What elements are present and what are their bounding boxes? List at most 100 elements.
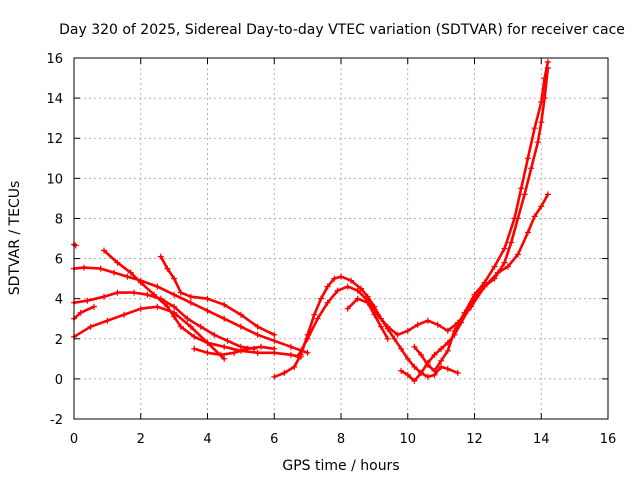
data-point: [137, 305, 144, 312]
data-point: [144, 291, 151, 298]
data-point: [291, 363, 298, 370]
data-point: [541, 75, 548, 82]
data-point: [271, 373, 278, 380]
series-line-track-c: [72, 291, 256, 351]
data-point: [171, 291, 178, 298]
data-point: [438, 363, 445, 370]
data-point: [544, 191, 551, 198]
data-point: [171, 303, 178, 310]
data-point: [334, 287, 341, 294]
data-point: [204, 349, 211, 356]
data-point: [531, 213, 538, 220]
data-point: [344, 283, 351, 290]
y-tick-label: 2: [55, 333, 63, 348]
data-point: [281, 369, 288, 376]
data-point: [354, 295, 361, 302]
data-point: [157, 253, 164, 260]
data-point: [461, 309, 468, 316]
series-line-track-j: [296, 193, 550, 359]
data-point: [411, 363, 418, 370]
data-point: [358, 285, 364, 292]
data-point: [444, 347, 451, 354]
data-point: [304, 335, 311, 342]
data-point: [394, 331, 401, 338]
data-point: [127, 269, 134, 276]
data-point: [177, 289, 184, 296]
data-point: [304, 349, 311, 356]
x-tick-label: 0: [70, 432, 78, 447]
data-point: [287, 343, 294, 350]
data-point: [521, 191, 528, 198]
data-point: [504, 263, 511, 270]
data-point: [518, 185, 525, 192]
data-point: [481, 279, 488, 286]
data-point: [187, 299, 194, 306]
x-tick-label: 12: [466, 432, 483, 447]
data-point: [524, 155, 531, 162]
data-point: [501, 259, 508, 266]
data-point: [411, 343, 418, 350]
data-point: [514, 251, 521, 258]
data-point: [331, 275, 338, 282]
y-axis-label: SDTVAR / TECUs: [7, 181, 23, 296]
data-point: [418, 369, 425, 376]
data-point: [398, 367, 405, 374]
data-point: [538, 203, 545, 210]
data-point: [404, 371, 411, 378]
data-point: [438, 357, 445, 364]
data-point: [244, 345, 251, 352]
data-point: [187, 323, 194, 330]
data-point: [204, 307, 211, 314]
data-point: [187, 293, 194, 300]
data-point: [378, 323, 384, 330]
data-point: [204, 295, 211, 302]
data-point: [431, 351, 438, 358]
data-point: [501, 245, 508, 252]
data-point: [221, 315, 228, 322]
data-point: [104, 317, 111, 324]
data-point: [538, 119, 545, 126]
data-point: [471, 291, 478, 298]
y-tick-label: 0: [55, 373, 63, 388]
x-tick-label: 2: [137, 432, 145, 447]
data-point: [391, 335, 398, 342]
data-point: [534, 139, 541, 146]
y-tick-label: 4: [55, 293, 63, 308]
data-point: [97, 265, 104, 272]
tick-layer: 0 2 4 6 8 10 12 14 16 -2 0 2 4 6 8 10 12 14 16: [46, 52, 616, 447]
data-point: [171, 275, 178, 282]
data-point: [344, 305, 351, 312]
data-point: [451, 327, 458, 334]
x-tick-label: 4: [203, 432, 211, 447]
data-point: [491, 263, 498, 270]
data-point: [217, 351, 224, 358]
series-line-track-e: [72, 305, 226, 361]
data-point: [137, 279, 144, 286]
data-point: [544, 59, 551, 65]
data-point: [424, 317, 431, 324]
data-point: [324, 283, 331, 290]
data-point: [164, 265, 171, 272]
data-point: [491, 275, 498, 282]
data-point: [271, 331, 278, 338]
y-tick-label: -2: [50, 413, 63, 428]
data-point: [204, 339, 211, 346]
data-point: [254, 323, 261, 330]
y-tick-label: 14: [46, 92, 63, 107]
data-point: [538, 99, 545, 106]
data-point: [151, 291, 158, 298]
data-point: [114, 289, 121, 296]
data-point: [184, 315, 191, 322]
data-point: [154, 303, 161, 310]
data-point: [404, 327, 411, 334]
data-point: [404, 355, 411, 362]
data-point: [324, 299, 331, 306]
x-tick-label: 6: [270, 432, 278, 447]
data-point: [354, 287, 361, 294]
data-point: [434, 321, 441, 328]
data-point: [348, 277, 354, 284]
data-point: [531, 125, 538, 132]
data-point: [221, 301, 228, 308]
y-tick-label: 12: [46, 132, 63, 147]
